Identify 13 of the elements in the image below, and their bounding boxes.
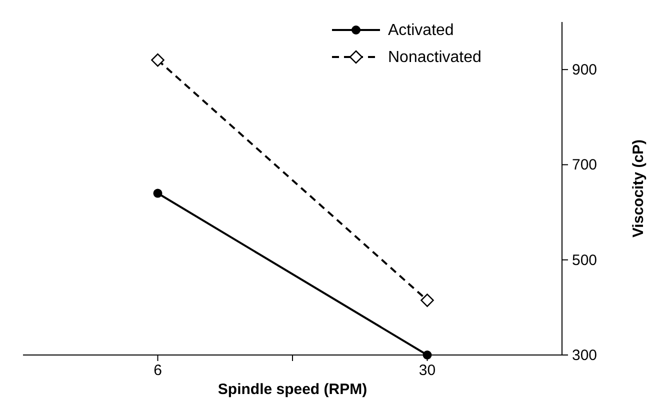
point — [153, 188, 162, 198]
legend-label: Nonactivated — [388, 49, 482, 66]
x-axis-title: Spindle speed (RPM) — [218, 381, 368, 398]
x-tick-label: 6 — [154, 362, 162, 379]
x-tick-label: 30 — [418, 362, 436, 379]
y-tick-label: 500 — [572, 252, 598, 269]
legend-label: Activated — [388, 22, 454, 39]
y-axis-title: Viscocity (cP) — [630, 139, 647, 238]
point — [420, 294, 434, 307]
y-tick-label: 900 — [572, 62, 598, 79]
y-tick-label: 300 — [572, 347, 598, 364]
point — [151, 53, 164, 67]
y-tick-label: 700 — [572, 156, 598, 174]
